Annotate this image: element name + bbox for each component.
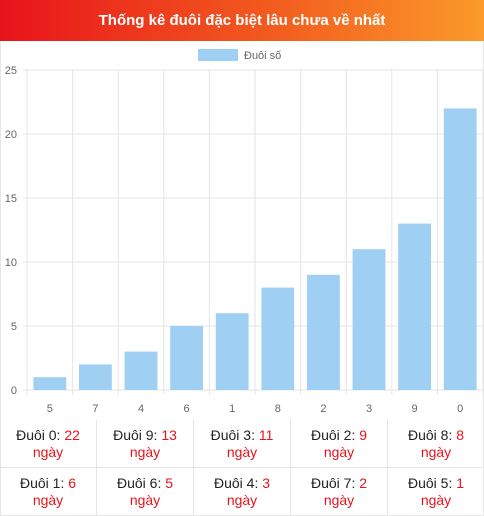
stat-label: Đuôi 9: <box>113 426 162 443</box>
x-tick-label: 5 <box>47 403 53 415</box>
stat-cell: Đuôi 8: 8 ngày <box>388 420 484 468</box>
chart-title: Thống kê đuôi đặc biệt lâu chưa về nhất <box>98 12 386 29</box>
stat-value: 1 <box>456 474 465 491</box>
stat-cell: Đuôi 0: 22 ngày <box>0 420 97 468</box>
y-tick-label: 0 <box>11 385 17 397</box>
y-tick-label: 15 <box>5 193 17 205</box>
stat-label: Đuôi 0: <box>16 426 65 443</box>
legend-swatch <box>198 49 238 61</box>
widget-header: Thống kê đuôi đặc biệt lâu chưa về nhất <box>0 0 484 41</box>
stat-label: Đuôi 7: <box>310 474 360 491</box>
x-tick-label: 2 <box>320 403 326 415</box>
stat-unit: ngày <box>32 443 64 460</box>
stat-label: Đuôi 3: <box>210 426 259 443</box>
stat-line: Đuôi 5: 1 <box>408 475 464 492</box>
stat-cell: Đuôi 4: 3 ngày <box>194 468 291 516</box>
stat-value: 11 <box>258 426 274 443</box>
stat-unit: ngày <box>129 443 161 460</box>
bar-9 <box>398 223 432 390</box>
stat-line: Đuôi 8: 8 <box>408 427 464 444</box>
stat-line: Đuôi 6: 5 <box>117 475 173 492</box>
y-tick-label: 20 <box>5 129 17 141</box>
bar-1 <box>215 313 249 390</box>
stat-label: Đuôi 4: <box>213 474 263 491</box>
y-tick-label: 25 <box>5 65 17 77</box>
x-tick-label: 4 <box>138 403 144 415</box>
bars <box>33 108 477 391</box>
x-axis-ticks: 5 7 4 6 1 8 2 3 9 0 <box>47 403 464 415</box>
stat-unit: ngày <box>420 443 452 460</box>
x-tick-label: 3 <box>366 403 372 415</box>
stat-label: Đuôi 8: <box>407 426 457 443</box>
stat-value: 22 <box>64 426 80 443</box>
grid-lines <box>23 69 484 395</box>
stat-cell: Đuôi 9: 13 ngày <box>97 420 194 468</box>
stat-cell: Đuôi 3: 11 ngày <box>194 420 291 468</box>
x-tick-label: 8 <box>275 403 281 415</box>
bar-6 <box>170 326 204 390</box>
stat-line: Đuôi 2: 9 <box>311 427 367 444</box>
stat-value: 3 <box>262 474 271 491</box>
stat-cell: Đuôi 6: 5 ngày <box>97 468 194 516</box>
bar-chart: 0 5 10 15 20 25 5 7 4 6 1 8 2 3 9 0 Đuôi số <box>5 49 484 415</box>
bar-5 <box>33 377 67 390</box>
bar-4 <box>124 351 158 390</box>
stats-grid: Đuôi 0: 22 ngày Đuôi 9: 13 ngày Đuôi 3: 11 ng… <box>0 420 484 516</box>
stat-unit: ngày <box>32 491 64 508</box>
stat-value: 9 <box>359 426 368 443</box>
stat-label: Đuôi 6: <box>116 474 166 491</box>
stat-value: 6 <box>68 474 77 491</box>
stat-line: Đuôi 3: 11 <box>211 427 274 444</box>
stat-value: 13 <box>161 426 177 443</box>
bar-2 <box>306 274 340 390</box>
stat-value: 5 <box>165 474 174 491</box>
x-tick-label: 6 <box>184 403 190 415</box>
stat-cell: Đuôi 5: 1 ngày <box>388 468 484 516</box>
x-tick-label: 1 <box>229 403 235 415</box>
stat-line: Đuôi 4: 3 <box>214 475 270 492</box>
stat-line: Đuôi 0: 22 <box>16 427 80 444</box>
stat-unit: ngày <box>226 443 258 460</box>
stat-unit: ngày <box>420 491 452 508</box>
bar-0 <box>443 108 477 391</box>
y-axis-ticks: 0 5 10 15 20 25 <box>5 65 17 397</box>
y-tick-label: 5 <box>11 321 17 333</box>
stat-unit: ngày <box>323 443 355 460</box>
stat-value: 2 <box>359 474 368 491</box>
legend-label: Đuôi số <box>244 50 281 62</box>
stat-label: Đuôi 1: <box>19 474 69 491</box>
stat-cell: Đuôi 1: 6 ngày <box>0 468 97 516</box>
x-tick-label: 0 <box>457 403 463 415</box>
stat-label: Đuôi 2: <box>310 426 360 443</box>
bar-8 <box>261 287 295 390</box>
legend[interactable]: Đuôi số <box>198 49 281 62</box>
y-tick-label: 10 <box>5 257 17 269</box>
stat-label: Đuôi 5: <box>407 474 457 491</box>
stat-unit: ngày <box>226 491 258 508</box>
stat-cell: Đuôi 2: 9 ngày <box>291 420 388 468</box>
stat-line: Đuôi 1: 6 <box>20 475 76 492</box>
stat-unit: ngày <box>129 491 161 508</box>
stat-line: Đuôi 9: 13 <box>113 427 177 444</box>
stat-value: 8 <box>456 426 465 443</box>
x-tick-label: 7 <box>92 403 98 415</box>
x-tick-label: 9 <box>412 403 418 415</box>
stat-line: Đuôi 7: 2 <box>311 475 367 492</box>
bar-7 <box>78 364 112 390</box>
bar-3 <box>352 249 386 390</box>
stat-unit: ngày <box>323 491 355 508</box>
stat-cell: Đuôi 7: 2 ngày <box>291 468 388 516</box>
